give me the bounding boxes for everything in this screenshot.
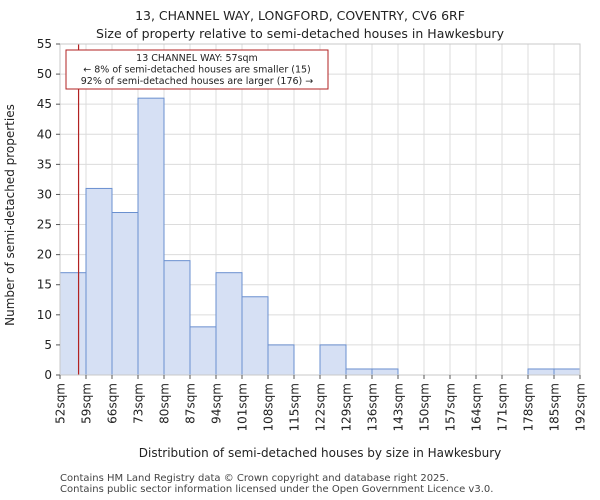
y-tick-label: 10 (37, 308, 52, 322)
y-tick-label: 50 (37, 67, 52, 81)
y-tick-label: 5 (44, 338, 52, 352)
bar-59sqm (85, 187, 113, 376)
x-tick-label: 150sqm (418, 383, 432, 431)
x-tick-label: 115sqm (288, 383, 302, 431)
x-tick-label: 87sqm (184, 383, 198, 424)
bar-87sqm (189, 326, 217, 376)
x-tick-label: 157sqm (444, 383, 458, 431)
x-tick-label: 52sqm (54, 383, 68, 424)
chart-subtitle: Size of property relative to semi-detach… (96, 26, 504, 41)
x-tick-label: 59sqm (80, 383, 94, 424)
x-tick-label: 192sqm (574, 383, 588, 431)
bar-122sqm (319, 344, 347, 376)
y-tick-label: 20 (37, 248, 52, 262)
x-tick-label: 171sqm (496, 383, 510, 431)
bar-178sqm (527, 368, 555, 376)
x-tick-label: 143sqm (392, 383, 406, 431)
footer-copyright: Contains HM Land Registry data © Crown c… (60, 473, 449, 484)
y-tick-label: 0 (44, 368, 52, 382)
x-tick-label: 101sqm (236, 383, 250, 431)
x-tick-label: 164sqm (470, 383, 484, 431)
y-tick-label: 30 (37, 187, 52, 201)
y-tick-label: 25 (37, 218, 52, 232)
bar-80sqm (163, 260, 191, 376)
bar-66sqm (111, 212, 139, 376)
annotation-line-1: 13 CHANNEL WAY: 57sqm (136, 53, 258, 64)
x-axis-label: Distribution of semi-detached houses by … (139, 446, 502, 460)
bar-108sqm (267, 344, 295, 376)
x-tick-label: 108sqm (262, 383, 276, 431)
bar-129sqm (345, 368, 373, 376)
bar-185sqm (553, 368, 581, 376)
footer-licence: Contains public sector information licen… (60, 484, 494, 495)
y-tick-label: 40 (37, 127, 52, 141)
y-tick-label: 35 (37, 157, 52, 171)
bar-94sqm (215, 272, 243, 376)
y-tick-label: 55 (37, 37, 52, 51)
bar-101sqm (241, 296, 269, 376)
bar-52sqm (59, 272, 87, 376)
x-tick-label: 136sqm (366, 383, 380, 431)
x-tick-label: 73sqm (132, 383, 146, 424)
x-tick-label: 94sqm (210, 383, 224, 424)
x-tick-label: 178sqm (522, 383, 536, 431)
chart-title: 13, CHANNEL WAY, LONGFORD, COVENTRY, CV6… (135, 8, 465, 23)
y-tick-label: 45 (37, 97, 52, 111)
y-tick-label: 15 (37, 278, 52, 292)
x-tick-label: 185sqm (548, 383, 562, 431)
x-tick-label: 66sqm (106, 383, 120, 424)
bar-136sqm (371, 368, 399, 376)
x-tick-label: 80sqm (158, 383, 172, 424)
x-tick-label: 122sqm (314, 383, 328, 431)
y-axis-label: Number of semi-detached properties (3, 104, 17, 326)
annotation-box (65, 49, 329, 90)
annotation-line-3: 92% of semi-detached houses are larger (… (81, 76, 314, 87)
annotation-line-2: ← 8% of semi-detached houses are smaller… (83, 65, 311, 76)
bar-73sqm (137, 97, 165, 376)
x-tick-label: 129sqm (340, 383, 354, 431)
